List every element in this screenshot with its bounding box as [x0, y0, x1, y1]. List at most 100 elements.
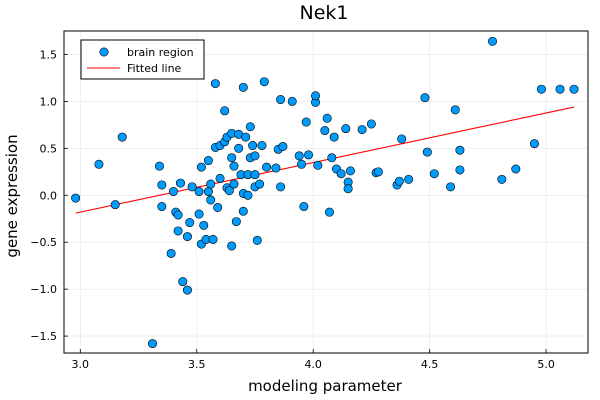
scatter-point	[569, 84, 579, 94]
scatter-point	[343, 184, 353, 194]
scatter-point	[397, 134, 407, 144]
scatter-point	[245, 122, 255, 132]
x-tick-label: 4.5	[421, 358, 439, 371]
scatter-point	[255, 179, 265, 189]
scatter-point	[238, 82, 248, 92]
scatter-point	[276, 182, 286, 192]
scatter-point	[182, 285, 192, 295]
scatter-point	[194, 187, 204, 197]
scatter-point	[220, 106, 230, 116]
axis-ticks: 3.0 3.5 4.0 4.5 5.0 −1.5 −1.0 −0.5 0.0 0.5 1.0 1.5	[30, 48, 555, 371]
scatter-point	[341, 124, 351, 134]
grid-lines	[64, 31, 588, 353]
scatter-point	[336, 169, 346, 179]
scatter-point	[271, 163, 281, 173]
scatter-point	[147, 339, 157, 349]
scatter-point	[210, 79, 220, 89]
scatter-point	[488, 36, 498, 46]
scatter-point	[357, 125, 367, 135]
scatter-point	[173, 226, 183, 236]
scatter-point	[243, 190, 253, 200]
scatter-point	[345, 166, 355, 176]
legend-box	[80, 39, 205, 80]
scatter-point	[182, 232, 192, 242]
scatter-point	[327, 153, 337, 163]
y-axis-title: gene expression	[3, 134, 21, 257]
scatter-point	[203, 187, 213, 197]
y-tick-label: 1.5	[40, 48, 58, 61]
scatter-point	[206, 179, 216, 189]
scatter-point	[320, 126, 330, 136]
scatter-point	[257, 141, 267, 151]
scatter-point	[238, 206, 248, 216]
scatter-point	[529, 139, 539, 149]
scatter-point	[297, 159, 307, 169]
scatter-point	[455, 145, 465, 155]
fitted-line	[75, 106, 575, 214]
y-tick-label: −1.0	[30, 283, 57, 296]
scatter-point	[94, 159, 104, 169]
scatter-point	[229, 179, 239, 189]
scatter-point	[241, 132, 251, 142]
scatter-point	[276, 95, 286, 105]
y-tick-label: 0.0	[40, 189, 58, 202]
scatter-point	[154, 161, 164, 171]
scatter-point	[227, 153, 237, 163]
scatter-point	[71, 193, 81, 203]
scatter-point	[168, 187, 178, 197]
y-tick-label: −1.5	[30, 330, 57, 343]
scatter-point	[196, 162, 206, 172]
plot-area-frame	[63, 30, 589, 354]
scatter-point	[324, 207, 334, 217]
scatter-point	[250, 170, 260, 180]
scatter-point	[313, 160, 323, 170]
scatter-point	[157, 180, 167, 190]
scatter-point	[455, 165, 465, 175]
scatter-point	[117, 132, 127, 142]
scatter-point	[185, 218, 195, 228]
fitted-line-layer	[75, 106, 575, 214]
x-tick-label: 3.0	[72, 358, 90, 371]
scatter-point	[446, 182, 456, 192]
legend-label-brain-region: brain region	[127, 46, 194, 59]
scatter-point	[110, 200, 120, 210]
y-tick-label: 1.0	[40, 95, 58, 108]
scatter-point	[299, 202, 309, 212]
scatter-point	[311, 91, 321, 101]
scatter-point	[157, 202, 167, 212]
scatter-points-layer	[71, 36, 579, 349]
scatter-point	[187, 182, 197, 192]
legend-label-fitted-line: Fitted line	[127, 62, 182, 75]
scatter-point	[287, 96, 297, 106]
scatter-point	[422, 147, 432, 157]
scatter-point	[250, 151, 260, 161]
x-axis-title: modeling parameter	[248, 377, 403, 395]
scatter-point	[231, 217, 241, 227]
scatter-point	[206, 195, 216, 205]
scatter-point	[213, 202, 223, 212]
scatter-point	[175, 178, 185, 188]
scatter-point	[304, 150, 314, 160]
scatter-point	[208, 234, 218, 244]
scatter-point	[252, 235, 262, 245]
scatter-point	[178, 277, 188, 287]
scatter-point	[366, 119, 376, 129]
y-tick-label: 0.5	[40, 142, 58, 155]
scatter-point	[173, 210, 183, 220]
scatter-point	[497, 174, 507, 184]
scatter-point	[203, 156, 213, 166]
scatter-point	[511, 164, 521, 174]
scatter-point	[394, 176, 404, 186]
scatter-point	[278, 141, 288, 151]
scatter-point	[166, 248, 176, 258]
legend-marker-brain-region	[99, 47, 109, 57]
scatter-point	[301, 117, 311, 127]
scatter-point	[429, 169, 439, 179]
scatter-point	[322, 113, 332, 123]
scatter-point	[294, 151, 304, 161]
scatter-point	[536, 84, 546, 94]
scatter-point	[234, 143, 244, 153]
scatter-point	[194, 209, 204, 219]
scatter-point	[215, 173, 225, 183]
